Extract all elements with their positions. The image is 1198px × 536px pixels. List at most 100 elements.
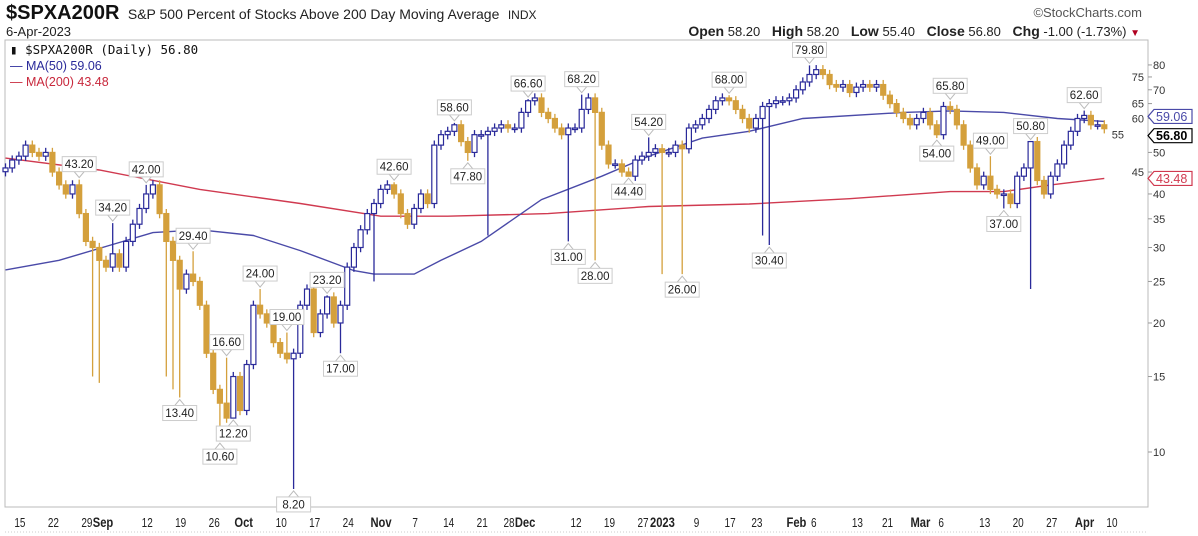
x-tick-label: 6 [938,517,944,530]
candle-body [853,86,860,94]
candle-body [980,175,987,186]
candle [893,98,900,118]
y-tick-label: 15 [1153,372,1165,384]
candle-body [203,304,210,354]
candle-body [216,388,223,404]
data-label-text: 31.00 [554,252,583,264]
x-tick-label: 13 [979,517,990,530]
candle [853,82,860,98]
candle-body [933,124,940,136]
plot-area [4,39,1149,508]
data-label-text: 68.00 [715,75,744,87]
data-label-box [577,267,613,284]
candle [913,113,920,130]
candle-body [752,117,760,129]
candle [953,104,961,130]
x-tick-label: 24 [343,517,354,530]
data-label-pointer [1025,133,1036,141]
legend-price-text: $SPXA200R (Daily) 56.80 [25,42,199,57]
data-label-box [323,360,358,377]
x-tick-label: 6 [811,517,817,530]
candle-body [585,97,592,111]
candle [799,77,806,95]
candle [337,300,344,354]
candle-body [1074,117,1081,132]
candle-body [719,97,726,102]
candle-body [29,144,36,154]
candle-body [391,184,398,195]
candle-body [42,151,49,157]
x-tick-label: 27 [1046,517,1057,530]
candle-body [82,212,90,243]
data-label: 10.60 [202,442,238,465]
candle [1067,126,1074,150]
candle [437,130,445,150]
candle [176,255,183,398]
data-label-pointer [931,139,943,147]
candle [699,113,706,130]
data-label-text: 30.40 [755,256,784,268]
candle [900,107,907,124]
candle [692,120,699,133]
data-label-box [436,99,472,116]
x-tick-label: 17 [725,517,736,530]
data-label-pointer [998,209,1010,217]
data-label-text: 47.80 [453,171,482,183]
data-label-box [269,309,305,326]
candle [89,236,96,377]
data-label: 43.20 [61,156,97,179]
data-label-text: 8.20 [282,499,304,511]
data-label-pointer [723,86,735,94]
y-tick-label: 60 [1132,113,1144,125]
candle [69,180,76,199]
data-label: 44.40 [611,177,647,200]
candle [665,147,672,158]
data-label-box [751,252,787,269]
candle [598,107,605,150]
data-label-text: 13.40 [165,408,194,420]
data-label-pointer [985,147,996,155]
y-tick-label: 25 [1153,276,1165,288]
candle [1040,175,1048,199]
data-label-box [128,161,164,178]
data-label-box [209,334,245,351]
data-label: 65.80 [932,77,968,101]
candle [330,292,337,328]
candle [926,107,934,130]
candle-body [518,111,525,129]
data-label-pointer [944,92,956,101]
candle [431,140,438,209]
legend-ma50: — MA(50) 59.06 [10,59,102,73]
data-label: 26.00 [664,275,700,298]
candle-body [163,212,170,243]
badge-shape [1147,108,1193,125]
candle [458,120,465,147]
data-label-pointer [763,246,775,254]
data-label-pointer [214,442,226,450]
candle-body [833,83,840,88]
data-label-pointer [321,287,333,295]
y-tick-label: 75 [1132,72,1144,84]
data-label: 31.00 [550,242,586,265]
candle [531,93,538,106]
data-label: 68.00 [711,71,747,94]
candle [906,113,914,130]
candle [551,113,559,133]
candle-body [236,375,244,412]
candle [424,189,431,209]
data-label-text: 37.00 [989,219,1018,231]
candle [417,189,424,214]
data-label: 50.80 [1013,118,1049,141]
candle-body [859,83,867,88]
candle [183,269,190,294]
candle-body [658,148,666,154]
data-label-text: 54.00 [922,149,951,161]
candle [290,348,297,489]
data-label-pointer [288,490,299,498]
candle-body [484,130,491,136]
x-tick-label: 2023 [650,515,675,530]
x-tick-label: 15 [14,517,25,530]
candle-body [297,304,304,354]
x-tick-label: 23 [751,517,762,530]
